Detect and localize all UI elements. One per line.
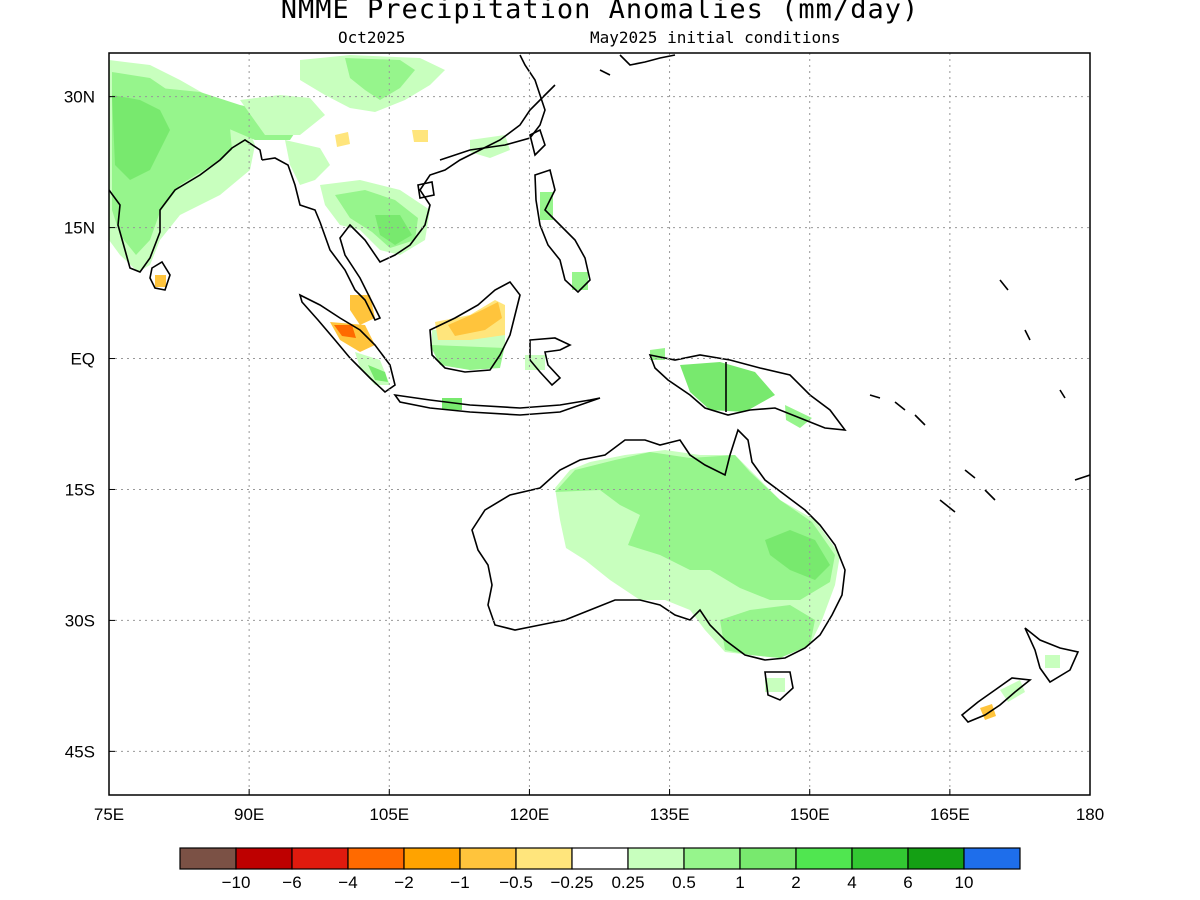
- legend-label: 4: [847, 873, 856, 892]
- china-anomaly-core: [345, 58, 415, 100]
- lat-tick-label: 30S: [65, 611, 95, 630]
- tibet-dry-spot: [335, 132, 350, 147]
- india-coastline: [109, 139, 263, 273]
- java-coastline: [393, 393, 601, 416]
- legend-swatch: [627, 847, 685, 870]
- tasmania-coastline: [764, 671, 794, 701]
- legend-swatch: [963, 847, 1021, 870]
- longitude-axis: 75E 90E 105E 120E 135E 150E 165E 180: [94, 789, 1104, 824]
- srilanka-coastline: [149, 260, 171, 291]
- legend-swatch: [515, 847, 573, 870]
- gridlines: [109, 53, 1090, 795]
- legend-swatch: [459, 847, 517, 870]
- color-legend: −10 −6 −4 −2 −1 −0.5 −0.25 0.25 0.5 1 2 4 6 10: [179, 847, 1021, 892]
- legend-swatch: [291, 847, 349, 870]
- lat-tick-label: 15S: [65, 480, 95, 499]
- srilanka-dry-spot: [155, 275, 166, 287]
- indochina-coastline: [319, 84, 556, 322]
- initial-conditions-label: May2025 initial conditions: [590, 28, 841, 47]
- map-frame: [108, 52, 1091, 796]
- nz-north-coastline: [1024, 627, 1080, 684]
- newguinea-coastline: [648, 353, 847, 431]
- legend-label: 10: [955, 873, 974, 892]
- legend-label: 6: [903, 873, 912, 892]
- lon-tick-label: 75E: [94, 805, 124, 824]
- india-anomaly-region: [112, 95, 170, 180]
- lon-tick-label: 150E: [790, 805, 830, 824]
- legend-swatch: [347, 847, 405, 870]
- java-wet-spot: [442, 398, 462, 410]
- hainan-coastline: [417, 181, 435, 199]
- legend-label: −0.25: [550, 873, 593, 892]
- indochina-anomaly-region: [375, 215, 412, 245]
- sumatra-wet-core: [368, 365, 388, 382]
- nz-south-dry-spot: [980, 704, 996, 720]
- nz-north-anomaly: [1045, 655, 1060, 668]
- philippines-coastline: [534, 168, 591, 294]
- bay-of-bengal-coastline: [261, 157, 321, 223]
- legend-label: −1: [450, 873, 469, 892]
- legend-label: −6: [282, 873, 301, 892]
- legend-swatch: [235, 847, 293, 870]
- newguinea-wet-region: [680, 362, 775, 412]
- legend-label: −10: [222, 873, 251, 892]
- lon-tick-label: 90E: [234, 805, 264, 824]
- sulawesi-coastline: [529, 337, 572, 387]
- legend-label: 1: [735, 873, 744, 892]
- legend-label: 2: [791, 873, 800, 892]
- legend-swatch: [179, 847, 237, 870]
- nz-south-anomaly: [1000, 680, 1025, 702]
- lon-tick-label: 120E: [510, 805, 550, 824]
- taiwan-coastline: [529, 128, 546, 157]
- lon-tick-label: 105E: [369, 805, 409, 824]
- anomaly-shading: [109, 55, 1060, 720]
- lat-tick-label: 45S: [65, 742, 95, 761]
- legend-swatch: [403, 847, 461, 870]
- lon-tick-label: 165E: [930, 805, 970, 824]
- legend-label: 0.25: [611, 873, 644, 892]
- china-anomaly-region: [285, 140, 330, 185]
- sumatra-dry-core: [334, 325, 356, 338]
- legend-label: −0.5: [499, 873, 533, 892]
- australia-anomaly-core: [765, 530, 830, 580]
- legend-swatch: [739, 847, 797, 870]
- legend-swatch: [571, 847, 629, 870]
- legend-label: 0.5: [672, 873, 696, 892]
- borneo-coastline: [429, 280, 521, 373]
- lat-tick-label: 15N: [64, 219, 95, 238]
- lon-tick-label: 180: [1076, 805, 1104, 824]
- mindanao-wet-spot: [572, 272, 588, 290]
- australia-anomaly-main: [720, 605, 815, 658]
- target-month-label: Oct2025: [338, 28, 406, 47]
- lon-tick-label: 135E: [650, 805, 690, 824]
- nz-south-coastline: [960, 677, 1033, 723]
- legend-swatch: [851, 847, 909, 870]
- newguinea-wet-edge: [785, 405, 812, 428]
- legend-label: −4: [338, 873, 357, 892]
- legend-swatch: [795, 847, 853, 870]
- legend-label: −2: [394, 873, 413, 892]
- latitude-axis: 30N 15N EQ 15S 30S 45S: [64, 88, 115, 761]
- australia-coastline: [471, 428, 846, 661]
- malaya-dry-region: [350, 295, 375, 325]
- map-title: NMME Precipitation Anomalies (mm/day): [280, 0, 920, 25]
- lat-tick-label: EQ: [70, 350, 95, 369]
- coastlines: [109, 54, 1090, 723]
- china-dry-spot: [412, 130, 428, 142]
- borneo-wet-region: [430, 340, 505, 370]
- pacific-islands: [869, 279, 1090, 513]
- tasmania-anomaly: [765, 678, 785, 692]
- himalaya-anomaly-region: [240, 95, 325, 135]
- legend-swatch: [907, 847, 965, 870]
- japan-coastline: [599, 54, 676, 76]
- china-coastline: [439, 54, 546, 161]
- sulawesi-wet-spot: [525, 355, 545, 370]
- legend-swatch: [683, 847, 741, 870]
- borneo-dry-core: [448, 302, 502, 336]
- sumatra-coastline: [298, 293, 396, 394]
- lat-tick-label: 30N: [64, 88, 95, 107]
